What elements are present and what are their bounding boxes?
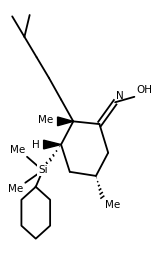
Text: Me: Me (8, 184, 24, 194)
Text: Si: Si (38, 166, 48, 176)
Polygon shape (44, 140, 61, 149)
Text: H: H (31, 140, 39, 150)
Text: Me: Me (38, 115, 53, 125)
Text: Me: Me (10, 146, 25, 156)
Text: Me: Me (105, 200, 120, 210)
Text: N: N (116, 91, 124, 101)
Text: OH: OH (136, 85, 152, 96)
Polygon shape (58, 117, 73, 126)
